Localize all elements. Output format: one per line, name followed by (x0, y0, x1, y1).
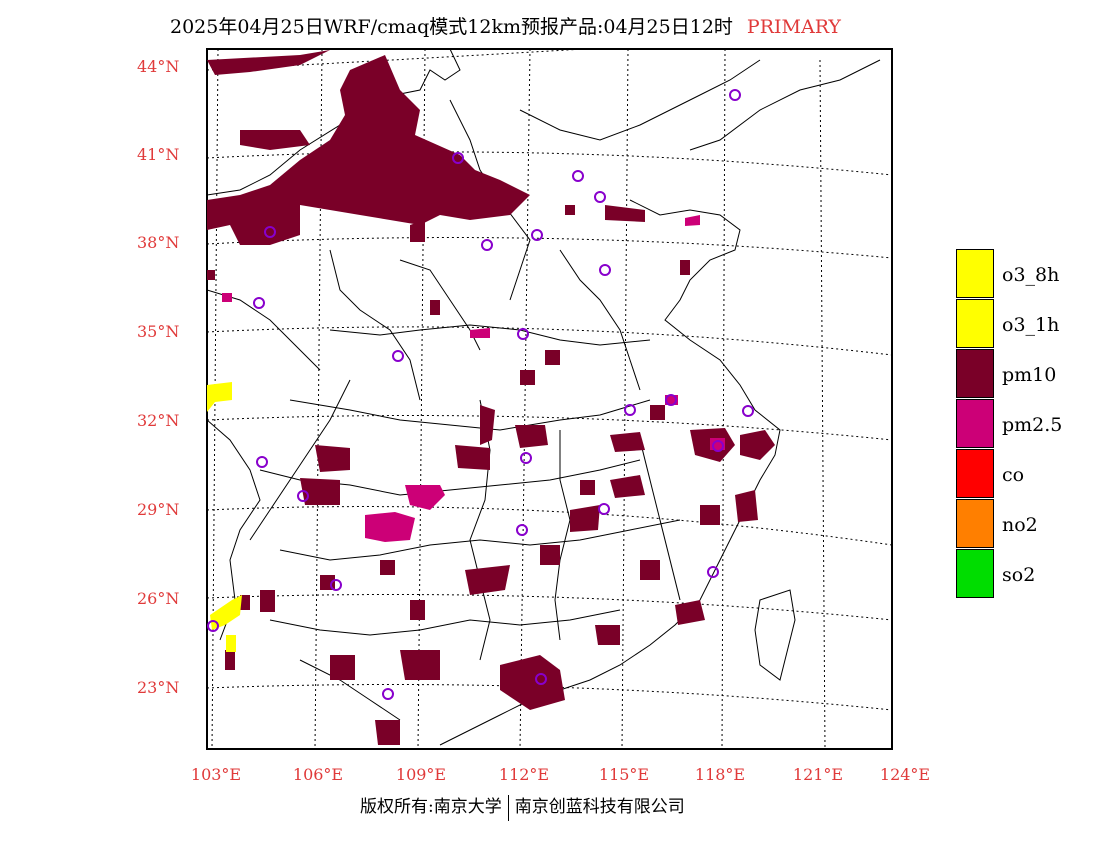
lat-label: 44°N (137, 57, 180, 76)
lon-label: 112°E (498, 765, 550, 784)
legend-swatch (956, 349, 994, 398)
copyright-right: 南京创蓝科技有限公司 (514, 797, 685, 817)
copyright-left: 版权所有:南京大学 (360, 797, 502, 817)
legend-swatch (956, 549, 994, 598)
legend-swatch (956, 399, 994, 448)
pm25-areas (222, 215, 725, 542)
pm10-areas (207, 50, 775, 745)
lon-label: 109°E (395, 765, 447, 784)
lat-label: 29°N (137, 500, 180, 519)
legend-swatch (956, 449, 994, 498)
legend-swatch (956, 499, 994, 548)
lon-label: 124°E (879, 765, 931, 784)
legend-label: no2 (1002, 514, 1038, 536)
lon-label: 103°E (190, 765, 242, 784)
title-primary-tag: PRIMARY (746, 16, 841, 38)
lat-label: 32°N (137, 411, 180, 430)
legend-label: pm2.5 (1002, 414, 1063, 436)
copyright-separator (507, 794, 509, 821)
legend-label: pm10 (1002, 364, 1057, 386)
lat-label: 23°N (137, 678, 180, 697)
lat-label: 38°N (137, 233, 180, 252)
boundaries (207, 49, 881, 746)
lat-label: 35°N (137, 322, 180, 341)
legend-swatch (956, 249, 994, 298)
map-title: 2025年04月25日WRF/cmaq模式12km预报产品:04月25日12时 P… (170, 12, 841, 39)
lon-label: 121°E (792, 765, 844, 784)
copyright-footer: 版权所有:南京大学 南京创蓝科技有限公司 (360, 792, 685, 821)
lon-label: 106°E (292, 765, 344, 784)
legend-swatch (956, 299, 994, 348)
legend-label: o3_8h (1002, 264, 1060, 286)
lon-label: 118°E (694, 765, 746, 784)
title-main: 2025年04月25日WRF/cmaq模式12km预报产品:04月25日12时 (170, 16, 733, 38)
lat-label: 41°N (137, 145, 180, 164)
lat-label: 26°N (137, 589, 180, 608)
legend-label: co (1002, 464, 1025, 486)
station-markers (207, 89, 754, 700)
legend-label: so2 (1002, 564, 1036, 586)
legend-label: o3_1h (1002, 314, 1060, 336)
o3-areas (207, 382, 242, 652)
lon-label: 115°E (598, 765, 650, 784)
